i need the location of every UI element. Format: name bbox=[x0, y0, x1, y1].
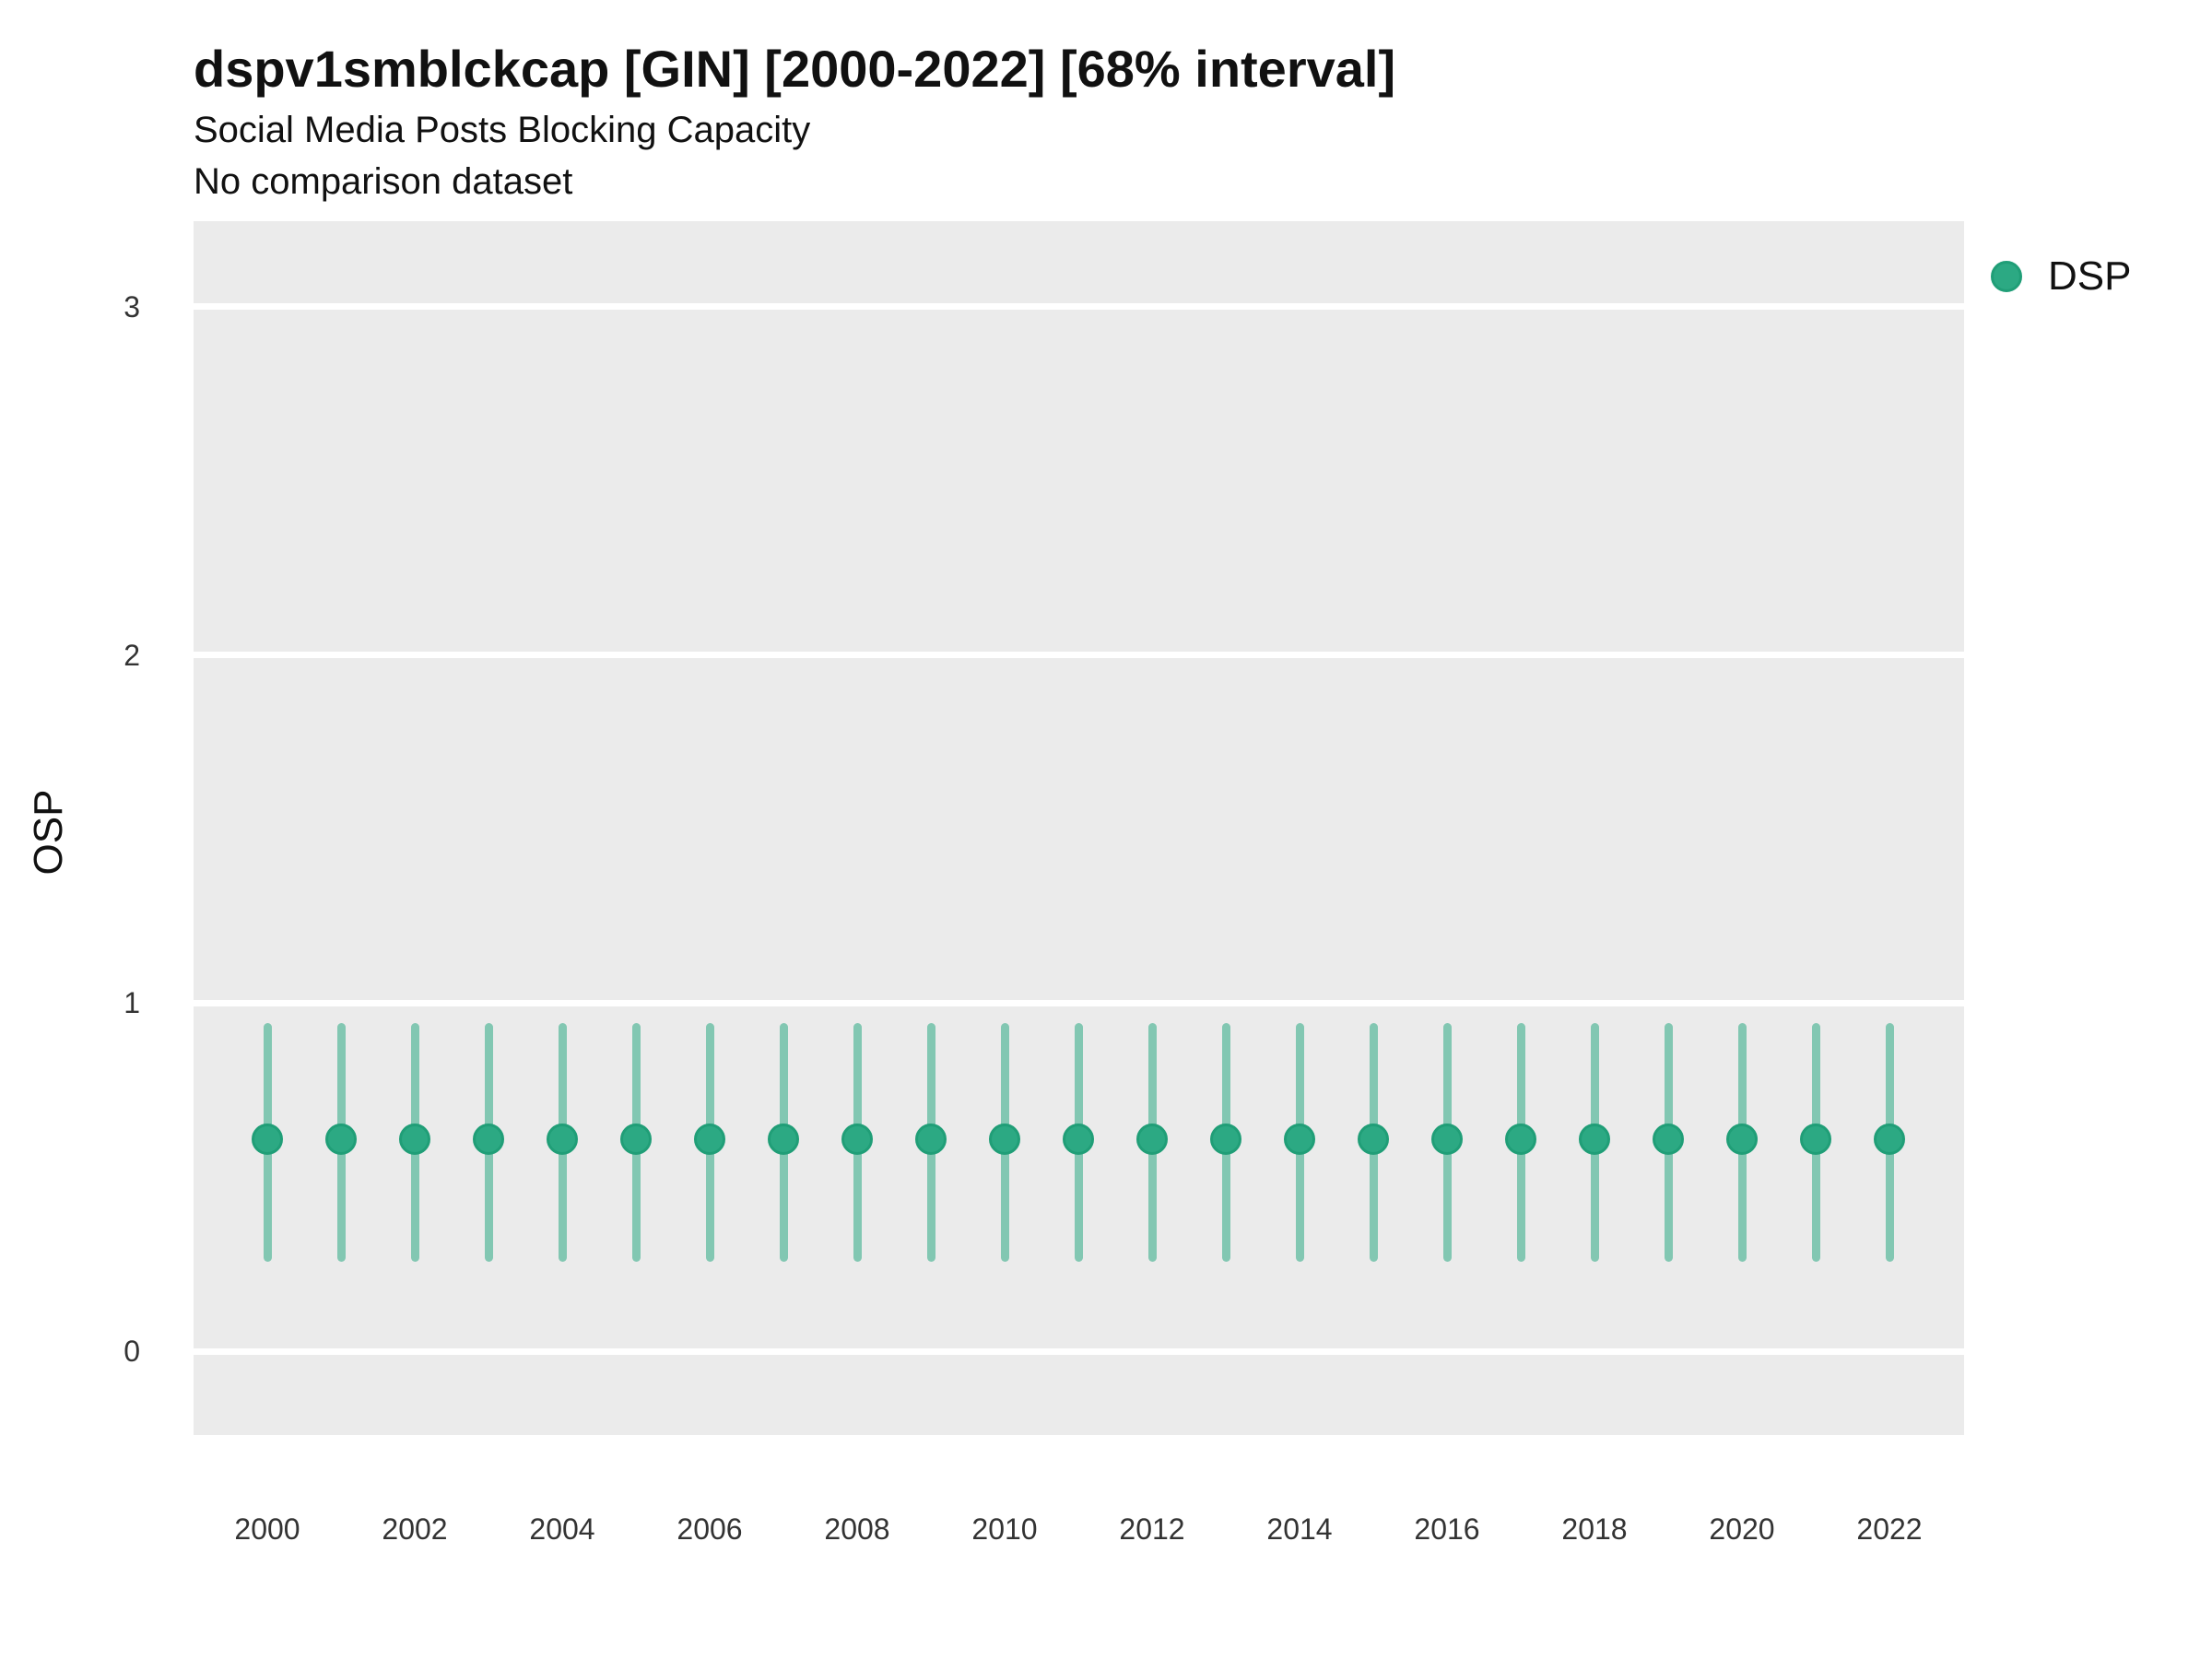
data-point-2013 bbox=[1210, 1123, 1241, 1155]
data-point-2001 bbox=[325, 1123, 357, 1155]
data-point-2019 bbox=[1653, 1123, 1684, 1155]
chart-note: No comparison dataset bbox=[194, 161, 573, 202]
data-point-2022 bbox=[1874, 1123, 1905, 1155]
legend-label: DSP bbox=[2048, 253, 2132, 299]
data-point-2021 bbox=[1800, 1123, 1831, 1155]
gridline-y-0 bbox=[194, 1347, 1964, 1355]
y-axis-title: OSP bbox=[26, 789, 71, 876]
x-tick-label-2010: 2010 bbox=[971, 1512, 1038, 1546]
gridline-y-1 bbox=[194, 999, 1964, 1006]
x-tick-label-2002: 2002 bbox=[382, 1512, 448, 1546]
data-point-2003 bbox=[473, 1123, 504, 1155]
x-tick-label-2020: 2020 bbox=[1709, 1512, 1775, 1546]
data-point-2017 bbox=[1505, 1123, 1536, 1155]
x-tick-label-2006: 2006 bbox=[677, 1512, 743, 1546]
data-point-2018 bbox=[1579, 1123, 1610, 1155]
data-point-2005 bbox=[620, 1123, 652, 1155]
x-tick-label-2014: 2014 bbox=[1266, 1512, 1333, 1546]
data-point-2012 bbox=[1136, 1123, 1168, 1155]
y-tick-label-2: 2 bbox=[124, 638, 140, 672]
data-point-2002 bbox=[399, 1123, 430, 1155]
x-tick-label-2016: 2016 bbox=[1414, 1512, 1480, 1546]
x-tick-label-2000: 2000 bbox=[234, 1512, 300, 1546]
data-point-2020 bbox=[1726, 1123, 1758, 1155]
y-tick-label-1: 1 bbox=[124, 986, 140, 1020]
gridline-y-3 bbox=[194, 303, 1964, 311]
legend: DSP bbox=[1991, 254, 2131, 299]
data-point-2016 bbox=[1431, 1123, 1463, 1155]
chart-subtitle: Social Media Posts Blocking Capacity bbox=[194, 110, 811, 150]
x-tick-label-2004: 2004 bbox=[529, 1512, 595, 1546]
plot-panel bbox=[194, 221, 1964, 1435]
data-point-2011 bbox=[1063, 1123, 1094, 1155]
x-tick-label-2022: 2022 bbox=[1856, 1512, 1923, 1546]
data-point-2007 bbox=[768, 1123, 799, 1155]
y-tick-label-0: 0 bbox=[124, 1335, 140, 1368]
y-tick-label-3: 3 bbox=[124, 289, 140, 324]
data-point-2008 bbox=[841, 1123, 873, 1155]
data-point-2014 bbox=[1284, 1123, 1315, 1155]
legend-point-icon bbox=[1991, 261, 2022, 292]
x-tick-label-2012: 2012 bbox=[1119, 1512, 1185, 1546]
data-point-2000 bbox=[252, 1123, 283, 1155]
data-point-2006 bbox=[694, 1123, 725, 1155]
x-tick-label-2008: 2008 bbox=[824, 1512, 890, 1546]
x-tick-label-2018: 2018 bbox=[1561, 1512, 1628, 1546]
data-point-2009 bbox=[915, 1123, 947, 1155]
gridline-y-2 bbox=[194, 652, 1964, 659]
data-point-2015 bbox=[1358, 1123, 1389, 1155]
chart-title: dspv1smblckcap [GIN] [2000-2022] [68% in… bbox=[194, 40, 1396, 98]
data-point-2004 bbox=[547, 1123, 578, 1155]
data-point-2010 bbox=[989, 1123, 1020, 1155]
